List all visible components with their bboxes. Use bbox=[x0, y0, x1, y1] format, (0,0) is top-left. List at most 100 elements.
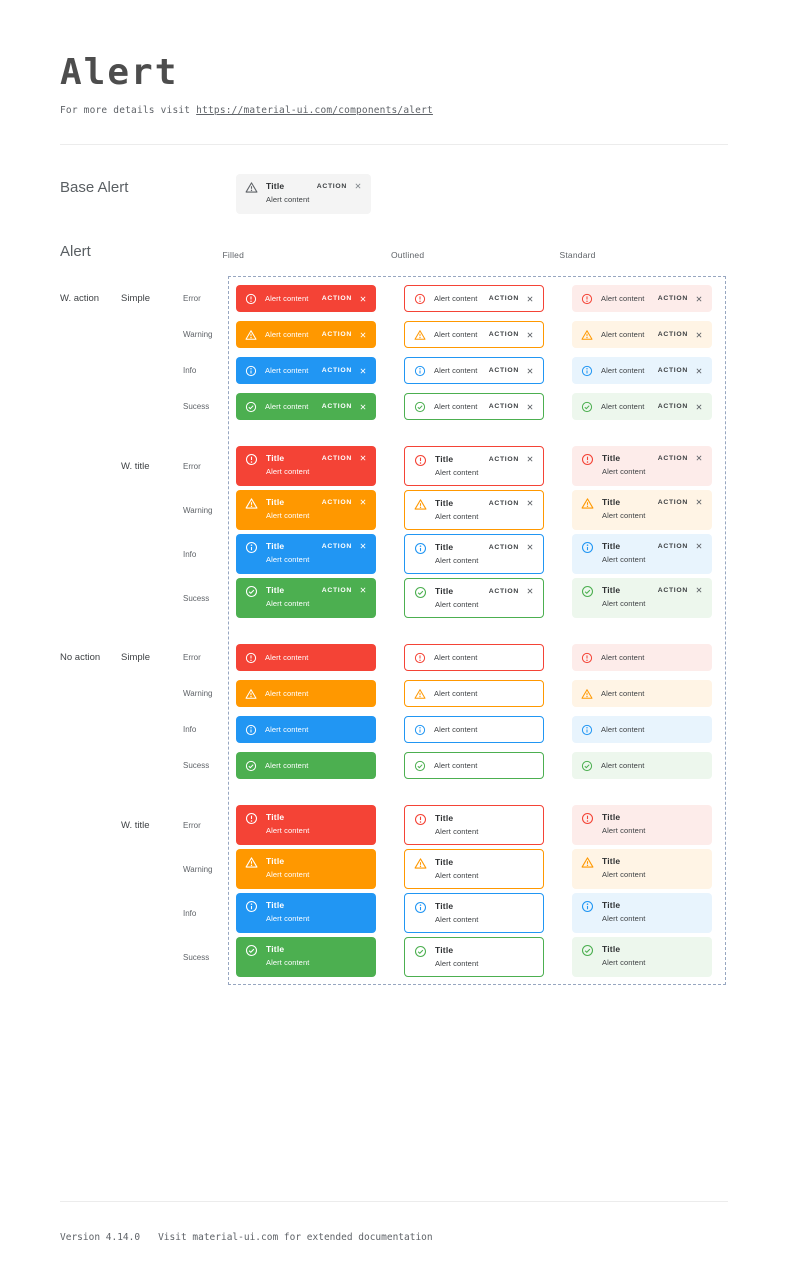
alert-standard-info-simple: Alert content bbox=[572, 716, 712, 743]
alert-content: Alert content bbox=[434, 330, 478, 339]
action-button[interactable]: ACTION bbox=[321, 498, 352, 506]
docs-link[interactable]: https://material-ui.com/components/alert bbox=[196, 105, 433, 116]
alert-title-row: Title bbox=[602, 944, 703, 954]
alert-content: Alert content bbox=[265, 761, 309, 770]
close-icon[interactable] bbox=[526, 367, 534, 375]
alert-content: Alert content bbox=[265, 653, 309, 662]
close-icon[interactable] bbox=[695, 295, 703, 303]
alert-title: Title bbox=[435, 901, 454, 911]
alert-content: Alert content bbox=[434, 366, 478, 375]
action-button[interactable]: ACTION bbox=[657, 498, 688, 506]
severity-label-success: Sucess bbox=[183, 761, 210, 770]
action-button[interactable]: ACTION bbox=[657, 331, 688, 338]
action-button[interactable]: ACTION bbox=[488, 455, 519, 463]
action-button[interactable]: ACTION bbox=[657, 454, 688, 462]
action-button[interactable]: ACTION bbox=[321, 331, 352, 338]
close-icon[interactable] bbox=[695, 367, 703, 375]
action-button[interactable]: ACTION bbox=[488, 587, 519, 595]
close-icon[interactable] bbox=[526, 331, 534, 339]
action-button[interactable]: ACTION bbox=[321, 542, 352, 550]
alert-body: Title ACTION Alert content bbox=[602, 497, 703, 520]
close-icon[interactable] bbox=[526, 499, 534, 507]
group-label: No action bbox=[60, 652, 101, 663]
warning-icon bbox=[581, 688, 593, 700]
action-button[interactable]: ACTION bbox=[657, 295, 688, 302]
action-button[interactable]: ACTION bbox=[657, 542, 688, 550]
close-icon[interactable] bbox=[526, 543, 534, 551]
close-icon[interactable] bbox=[695, 331, 703, 339]
action-button[interactable]: ACTION bbox=[488, 331, 519, 338]
close-icon[interactable] bbox=[359, 295, 367, 303]
alert-outlined-error-simple: Alert content bbox=[404, 644, 544, 671]
alert-title: Title bbox=[435, 813, 454, 823]
alert-standard-warning-simple: Alert content bbox=[572, 680, 712, 707]
alert-title: Title bbox=[435, 542, 454, 552]
alert-filled-warning-titled-action: Title ACTION Alert content bbox=[236, 490, 376, 530]
close-icon[interactable] bbox=[526, 587, 534, 595]
action-button[interactable]: ACTION bbox=[321, 403, 352, 410]
close-icon[interactable] bbox=[695, 586, 703, 594]
alert-title-row: Title bbox=[435, 813, 534, 823]
close-icon[interactable] bbox=[354, 182, 362, 190]
severity-label-info: Info bbox=[183, 549, 197, 559]
close-icon[interactable] bbox=[359, 367, 367, 375]
close-icon[interactable] bbox=[359, 454, 367, 462]
alert-body: Title ACTION Alert content bbox=[266, 497, 367, 520]
close-icon[interactable] bbox=[695, 454, 703, 462]
cell-outlined-warning: Alert content ACTION bbox=[404, 321, 544, 348]
alert-body: Title ACTION Alert content bbox=[435, 498, 534, 521]
info-icon bbox=[581, 365, 593, 377]
band-no-action-simple: No action Simple Error Alert content Alert… bbox=[60, 618, 728, 779]
close-icon[interactable] bbox=[359, 498, 367, 506]
close-icon[interactable] bbox=[526, 295, 534, 303]
action-button[interactable]: ACTION bbox=[488, 295, 519, 302]
action-button[interactable]: ACTION bbox=[657, 403, 688, 410]
alert-standard-success-simple: Alert content bbox=[572, 752, 712, 779]
close-icon[interactable] bbox=[695, 542, 703, 550]
matrix-row-success: Sucess Title Alert content Title Alert con… bbox=[183, 937, 728, 977]
alert-title-row: Title ACTION bbox=[602, 585, 703, 595]
band-w-action-w-title: W. title Error Title ACTION Alert content … bbox=[60, 420, 728, 618]
alert-content: Alert content bbox=[601, 761, 645, 770]
action-button[interactable]: ACTION bbox=[657, 586, 688, 594]
action-button[interactable]: ACTION bbox=[321, 586, 352, 594]
cell-standard-warning: Alert content ACTION bbox=[572, 321, 712, 348]
action-button[interactable]: ACTION bbox=[488, 367, 519, 374]
action-button[interactable]: ACTION bbox=[321, 454, 352, 462]
close-icon[interactable] bbox=[526, 455, 534, 463]
warning-icon bbox=[245, 329, 257, 341]
alert-title: Title bbox=[266, 944, 285, 954]
severity-label-warning: Warning bbox=[183, 330, 213, 339]
action-button[interactable]: ACTION bbox=[321, 295, 352, 302]
close-icon[interactable] bbox=[695, 403, 703, 411]
alert-content: Alert content bbox=[602, 599, 646, 608]
alert-content: Alert content bbox=[266, 826, 310, 835]
page-subtitle: For more details visit https://material-… bbox=[60, 105, 728, 116]
info-icon bbox=[581, 541, 594, 554]
alert-filled-warning-titled: Title Alert content bbox=[236, 849, 376, 889]
action-button[interactable]: ACTION bbox=[488, 543, 519, 551]
alert-title-row: Title ACTION bbox=[602, 497, 703, 507]
close-icon[interactable] bbox=[359, 403, 367, 411]
close-icon[interactable] bbox=[359, 542, 367, 550]
severity-label-warning: Warning bbox=[183, 505, 213, 515]
action-button[interactable]: ACTION bbox=[316, 182, 347, 190]
action-button[interactable]: ACTION bbox=[488, 403, 519, 410]
close-icon[interactable] bbox=[526, 403, 534, 411]
action-button[interactable]: ACTION bbox=[657, 367, 688, 374]
alert-filled-info-titled: Title Alert content bbox=[236, 893, 376, 933]
action-button[interactable]: ACTION bbox=[321, 367, 352, 374]
alert-title-row: Title ACTION bbox=[266, 453, 367, 463]
alert-content: Alert content bbox=[435, 600, 479, 609]
severity-label-info: Info bbox=[183, 366, 197, 375]
close-icon[interactable] bbox=[359, 331, 367, 339]
close-icon[interactable] bbox=[359, 586, 367, 594]
alert-content: Alert content bbox=[435, 915, 479, 924]
error-icon bbox=[245, 812, 258, 825]
group-label: W. action bbox=[60, 293, 100, 304]
alert-content: Alert content bbox=[601, 330, 645, 339]
close-icon[interactable] bbox=[695, 498, 703, 506]
alert-content: Alert content bbox=[266, 958, 310, 967]
cell-outlined-success: Title Alert content bbox=[404, 937, 544, 977]
action-button[interactable]: ACTION bbox=[488, 499, 519, 507]
